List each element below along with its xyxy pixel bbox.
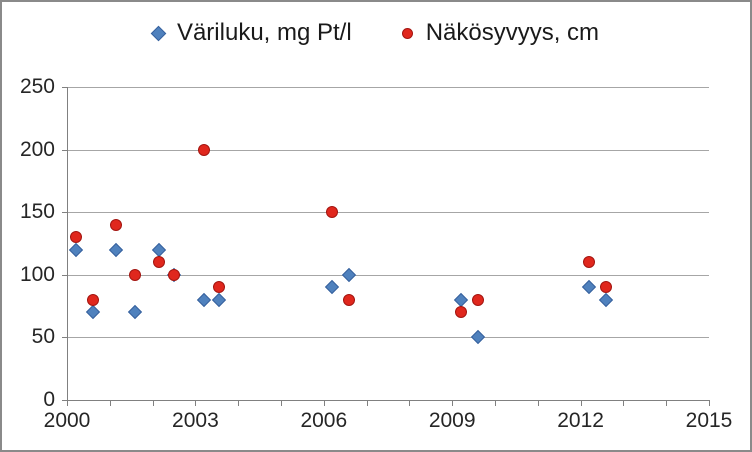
y-tick — [62, 87, 67, 88]
legend-label-variluku: Väriluku, mg Pt/l — [176, 19, 352, 46]
y-tick-label: 50 — [31, 325, 55, 349]
data-point-nakosyvyys — [129, 268, 142, 281]
y-tick — [62, 149, 67, 151]
x-tick — [323, 401, 325, 406]
y-gridline — [67, 87, 709, 88]
data-point-variluku — [325, 280, 340, 295]
y-tick — [62, 337, 67, 339]
data-point-variluku — [85, 305, 100, 320]
x-tick — [452, 401, 454, 406]
data-point-variluku — [582, 280, 597, 295]
y-tick-label: 0 — [43, 388, 55, 411]
legend-item-variluku: Väriluku, mg Pt/l — [150, 19, 352, 46]
data-point-variluku — [470, 330, 485, 345]
data-point-nakosyvyys — [600, 281, 613, 294]
x-tick — [580, 401, 582, 406]
y-tick-label: 250 — [19, 75, 55, 98]
data-point-nakosyvyys — [326, 206, 339, 219]
x-tick — [709, 401, 710, 406]
data-point-variluku — [109, 242, 124, 257]
x-tick — [537, 401, 539, 406]
x-tick — [67, 401, 68, 406]
y-gridline — [67, 149, 709, 151]
x-tick-label: 2006 — [300, 409, 348, 432]
data-point-nakosyvyys — [212, 281, 225, 294]
legend: Väriluku, mg Pt/l Näkösyvyys, cm — [2, 19, 750, 46]
data-point-nakosyvyys — [197, 143, 210, 156]
x-tick — [152, 401, 154, 406]
y-tick-label: 100 — [19, 262, 55, 286]
y-tick — [62, 400, 67, 401]
data-point-variluku — [151, 242, 167, 257]
data-point-variluku — [68, 242, 83, 257]
y-tick — [62, 274, 67, 276]
y-axis-line — [67, 87, 68, 401]
x-tick-label: 2015 — [685, 409, 733, 432]
data-point-variluku — [128, 305, 143, 320]
x-tick — [281, 401, 282, 406]
y-gridline — [67, 274, 709, 276]
x-tick — [666, 401, 668, 406]
y-tick — [62, 212, 67, 214]
data-point-nakosyvyys — [153, 256, 166, 269]
data-point-nakosyvyys — [583, 256, 596, 269]
data-point-variluku — [599, 292, 614, 307]
data-point-nakosyvyys — [69, 231, 82, 244]
x-tick — [238, 401, 240, 406]
x-tick-label: 2000 — [43, 409, 91, 432]
x-tick — [109, 401, 111, 406]
x-tick — [409, 401, 411, 406]
x-tick-label: 2003 — [172, 409, 219, 432]
data-point-variluku — [342, 267, 357, 282]
data-point-variluku — [211, 292, 227, 307]
x-tick — [366, 401, 368, 406]
data-point-variluku — [196, 292, 212, 307]
data-point-nakosyvyys — [86, 293, 99, 306]
y-gridline — [67, 337, 709, 339]
data-point-nakosyvyys — [454, 306, 467, 319]
x-axis-line — [67, 400, 710, 401]
legend-item-nakosyvyys: Näkösyvyys, cm — [401, 19, 600, 46]
x-tick-label: 2012 — [557, 409, 604, 432]
data-point-nakosyvyys — [110, 218, 123, 231]
data-point-nakosyvyys — [343, 293, 356, 306]
y-tick-label: 150 — [19, 200, 55, 224]
x-tick — [495, 401, 496, 406]
circle-marker-icon — [401, 27, 413, 39]
x-tick — [623, 401, 625, 406]
data-point-nakosyvyys — [471, 293, 484, 306]
x-tick-label: 2009 — [428, 409, 476, 432]
x-tick — [195, 401, 197, 406]
data-point-variluku — [453, 292, 468, 307]
y-tick-label: 200 — [19, 137, 55, 161]
y-gridline — [67, 212, 709, 214]
data-point-nakosyvyys — [168, 268, 180, 281]
legend-label-nakosyvyys: Näkösyvyys, cm — [425, 19, 600, 46]
